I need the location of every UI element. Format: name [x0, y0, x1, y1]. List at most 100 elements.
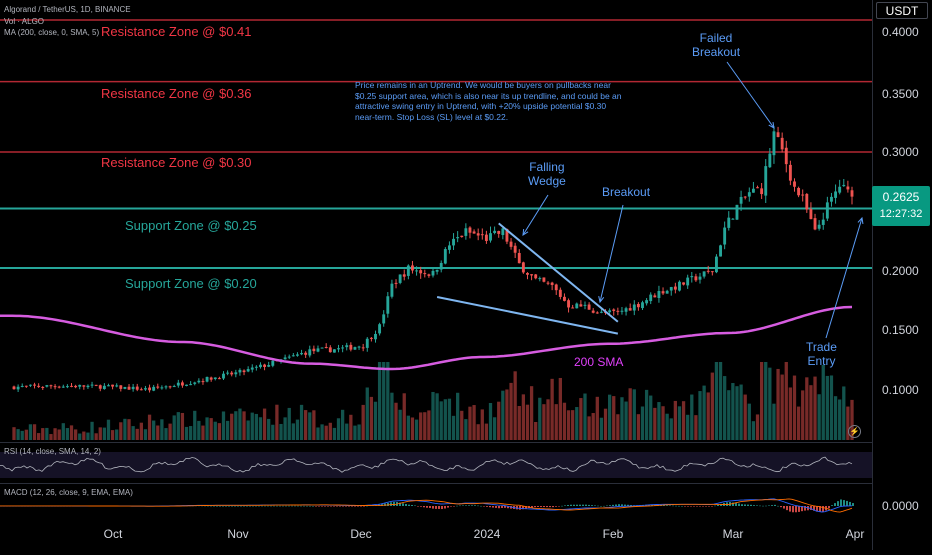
volume-bar [180, 412, 185, 440]
volume-bar [817, 394, 821, 440]
candle-body [575, 303, 579, 309]
candle-body [226, 372, 230, 374]
candle-body [723, 227, 727, 245]
symbol-legend[interactable]: Algorand / TetherUS, 1D, BINANCE [4, 5, 131, 14]
bolt-icon[interactable]: ⚡ [848, 425, 861, 438]
macd-histogram-bar [525, 506, 527, 509]
volume-bar [119, 422, 123, 440]
candle-body [776, 132, 780, 138]
macd-histogram-bar [798, 506, 800, 512]
macd-histogram-bar [345, 506, 347, 507]
volume-bar [86, 432, 90, 440]
volume-bar [369, 396, 374, 440]
macd-histogram-bar [696, 506, 698, 507]
macd-histogram-bar [570, 504, 572, 506]
volume-bar [505, 389, 509, 440]
macd-histogram-bar [207, 505, 209, 507]
volume-bar [423, 412, 427, 440]
macd-histogram-bar [537, 506, 539, 507]
candle-body [595, 312, 599, 314]
macd-histogram-bar [828, 506, 830, 509]
macd-histogram-bar [666, 505, 668, 506]
macd-histogram-bar [213, 505, 215, 507]
macd-histogram-bar [762, 505, 764, 507]
volume-bar [275, 404, 279, 440]
time-tick-label: Nov [227, 527, 248, 541]
volume-bar [94, 433, 98, 440]
volume-bar [82, 431, 86, 440]
macd-histogram-bar [429, 506, 431, 509]
volume-bar [238, 408, 242, 440]
macd-histogram-bar [414, 505, 416, 507]
volume-bar [710, 372, 714, 440]
volume-bar [603, 408, 608, 440]
volume-bar [65, 428, 70, 440]
volume-bar [320, 424, 324, 440]
candle-body [402, 274, 406, 277]
macd-histogram-bar [477, 505, 479, 507]
volume-bar [628, 388, 632, 440]
macd-histogram-bar [420, 506, 422, 507]
volume-bar [690, 394, 694, 440]
macd-histogram-bar [297, 505, 299, 507]
volume-legend[interactable]: Vol · ALGO [4, 17, 45, 26]
candle-body [793, 181, 796, 187]
candle-body [768, 153, 772, 168]
macd-legend[interactable]: MACD (12, 26, close, 9, EMA, EMA) [4, 488, 133, 497]
candle-body [107, 385, 110, 387]
volume-bar [332, 427, 337, 440]
candle-body [24, 385, 28, 387]
macd-histogram-bar [330, 506, 332, 507]
candle-body [641, 302, 644, 309]
volume-bar [365, 387, 369, 440]
candle-body [213, 377, 217, 380]
candle-body [246, 369, 250, 372]
ma-legend[interactable]: MA (200, close, 0, SMA, 5) [4, 28, 100, 37]
volume-bar [792, 375, 797, 440]
candle-body [390, 283, 394, 297]
resistance-zone-label-036: Resistance Zone @ $0.36 [101, 86, 252, 101]
volume-bar [714, 362, 719, 440]
candle-body [254, 366, 258, 368]
volume-bar [517, 405, 521, 440]
candle-body [472, 231, 476, 234]
macd-histogram-bar [591, 505, 593, 506]
volume-bar [427, 410, 431, 440]
candle-body [394, 282, 398, 284]
rsi-legend[interactable]: RSI (14, close, SMA, 14, 2) [4, 447, 101, 456]
candle-body [12, 386, 16, 390]
candle-body [817, 224, 821, 229]
currency-selector[interactable]: USDT [876, 2, 928, 19]
candle-body [509, 241, 513, 247]
macd-histogram-bar [576, 504, 578, 506]
candle-body [830, 196, 833, 202]
falling-wedge-arrow-head [522, 228, 529, 236]
volume-bar [73, 429, 78, 440]
candle-body [152, 386, 156, 391]
candle-body [419, 270, 423, 274]
volume-bar [205, 417, 209, 440]
macd-histogram-bar [303, 505, 305, 507]
candle-body [694, 276, 698, 281]
macd-histogram-bar [672, 505, 674, 507]
candle-body [172, 386, 176, 388]
candle-body [612, 309, 616, 311]
macd-histogram-bar [588, 504, 590, 506]
candle-body [205, 376, 209, 382]
volume-bar [283, 417, 287, 440]
volume-bar [406, 415, 410, 440]
macd-tick-label: 0.0000 [882, 499, 919, 513]
macd-histogram-bar [561, 505, 563, 507]
falling-wedge-label: Falling Wedge [528, 160, 566, 188]
volume-bar [579, 398, 583, 440]
volume-bar [542, 404, 546, 440]
candle-body [784, 147, 788, 165]
candle-body [49, 385, 53, 387]
macd-histogram-bar [399, 502, 401, 506]
volume-bar [772, 403, 776, 440]
macd-histogram-bar [819, 506, 821, 512]
macd-histogram-bar [276, 505, 278, 507]
candle-body [682, 282, 686, 285]
